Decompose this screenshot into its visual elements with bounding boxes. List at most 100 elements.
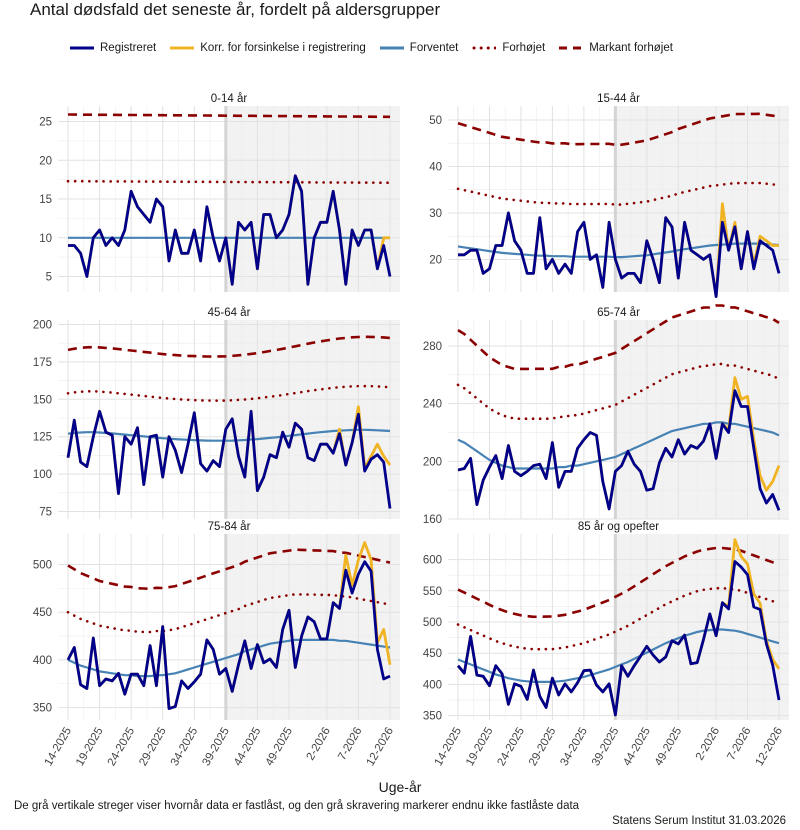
marked-threshold-line [67,548,391,591]
x-tick-label: 44-2025 [232,726,264,769]
marked-threshold-line [457,304,780,371]
x-tick-label: 19-2025 [74,726,106,769]
y-tick-label: 100 [33,469,52,481]
legend: Registreret Korr. for forsinkelse i regi… [70,42,687,54]
marked-threshold-line [457,112,780,147]
registered-line [457,389,781,511]
elevated-threshold-line [66,592,392,634]
marked-threshold-line [67,335,391,358]
registered-line [458,211,781,298]
y-tick-label: 15 [39,194,52,206]
elevated-threshold-line [456,181,781,206]
y-tick-label: 400 [423,679,442,691]
legend-label-registered: Registreret [100,42,157,54]
y-tick-label: 400 [33,655,52,667]
y-tick-label: 160 [423,514,442,526]
unlocked-shading [615,320,789,519]
x-tick-label: 34-2025 [169,726,201,769]
panel-4: 65-74 år 160 200 240 280 [423,304,789,526]
panel-2: 15-44 år 20 30 40 50 [429,93,789,298]
legend-label-elevated: Forhøjet [502,42,546,54]
x-tick-label: 14-2025 [433,726,465,769]
y-tick-label: 20 [39,155,52,167]
y-tick-label: 200 [33,319,52,331]
legend-label-marked: Markant forhøjet [589,42,673,54]
marked-threshold-line [67,113,390,119]
expected-line [457,628,780,683]
registered-line [68,174,392,286]
panel-title: 75-84 år [208,521,251,533]
elevated-threshold-line [456,362,781,420]
panel-5: 75-84 år 350 400 450 500 14-2025 19-2025 24-202… [33,521,400,768]
x-tick-label: 24-2025 [496,726,528,769]
x-tick-label: 2-2026 [305,726,333,763]
x-tick-label: 49-2025 [653,726,685,769]
elevated-threshold-line [456,586,781,651]
expected-line [457,242,780,259]
panel-title: 85 år og opefter [578,521,659,533]
expected-line [457,421,780,470]
expected-line [67,638,391,678]
y-tick-label: 150 [33,394,52,406]
y-tick-label: 20 [429,254,442,266]
y-tick-label: 350 [33,703,52,715]
y-tick-label: 500 [33,560,52,572]
panel-3: 45-64 år 75 100 125 150 175 200 [33,307,400,519]
x-tick-label: 49-2025 [264,726,296,769]
panel-title: 45-64 år [208,307,251,319]
x-tick-label: 29-2025 [137,726,169,769]
x-tick-label: 12-2026 [365,726,397,769]
unlocked-shading [225,534,400,720]
y-tick-label: 10 [39,233,52,245]
x-tick-label: 34-2025 [558,726,590,769]
elevated-threshold-line [66,384,392,403]
y-tick-label: 600 [423,555,442,567]
y-tick-label: 350 [423,711,442,723]
source-credit: Statens Serum Institut 31.03.2026 [612,815,786,827]
y-tick-label: 450 [423,648,442,660]
legend-label-expected: Forventet [409,42,459,54]
legend-swatch-registered [70,46,94,50]
x-tick-label: 7-2026 [336,726,364,763]
y-tick-label: 175 [33,357,52,369]
unlocked-shading [615,106,789,292]
x-tick-label: 14-2025 [43,726,75,769]
registered-line [66,560,391,710]
panel-6: 85 år og opefter 350 400 450 500 550 600 14-202… [423,521,789,768]
x-tick-label: 7-2026 [725,726,753,763]
registered-line [456,560,781,717]
x-tick-label: 12-2026 [754,726,786,769]
y-tick-label: 50 [429,115,442,127]
x-tick-label: 19-2025 [464,726,496,769]
legend-swatch-corrected [170,46,195,50]
x-tick-label: 39-2025 [590,726,622,769]
y-tick-label: 450 [33,607,52,619]
legend-swatch-marked [559,46,584,50]
panel-title: 0-14 år [211,93,248,105]
y-tick-label: 200 [423,456,442,468]
x-axis-title: Uge-år [378,779,422,795]
y-tick-label: 75 [39,507,52,519]
legend-item-marked: Markant forhøjet [559,42,673,54]
y-tick-label: 25 [39,117,52,129]
x-tick-label: 2-2026 [694,726,722,763]
legend-item-corrected: Korr. for forsinkelse i registrering [170,42,366,54]
x-tick-label: 29-2025 [527,726,559,769]
y-tick-label: 550 [423,586,442,598]
panel-1: 0-14 år 5 10 15 20 25 [39,93,400,292]
y-tick-label: 40 [429,161,442,173]
unlocked-shading [615,534,789,720]
legend-item-expected: Forventet [379,42,459,54]
y-tick-label: 240 [423,399,442,411]
y-tick-label: 500 [423,617,442,629]
registered-line [66,409,392,509]
footnote: De grå vertikale streger viser hvornår d… [14,800,580,812]
x-tick-label: 39-2025 [200,726,232,769]
legend-item-registered: Registreret [70,42,156,54]
legend-label-corrected: Korr. for forsinkelse i registrering [200,42,366,54]
y-tick-label: 5 [46,272,52,284]
legend-swatch-expected [379,46,404,50]
expected-line [67,428,391,442]
panel-title: 15-44 år [597,93,640,105]
